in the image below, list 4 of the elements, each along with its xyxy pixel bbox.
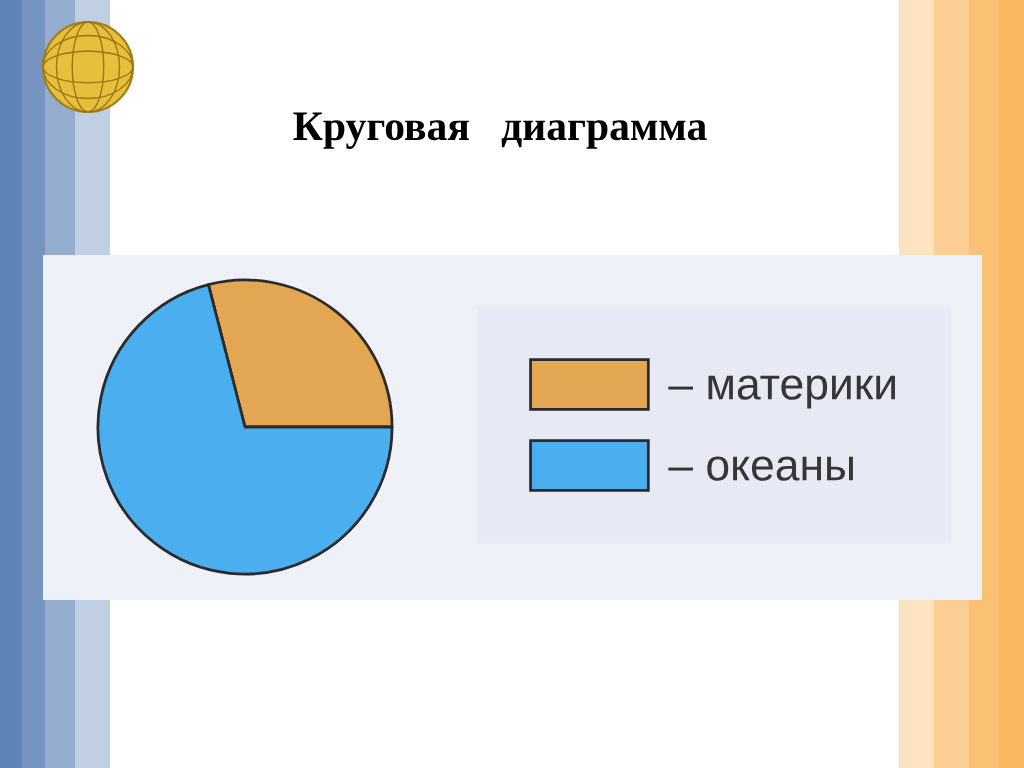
chart-title: Круговая диаграмма — [293, 112, 707, 149]
pie-slice — [96, 283, 394, 576]
legend-label: – океаны — [668, 456, 853, 481]
legend-label: – материки — [668, 375, 895, 409]
